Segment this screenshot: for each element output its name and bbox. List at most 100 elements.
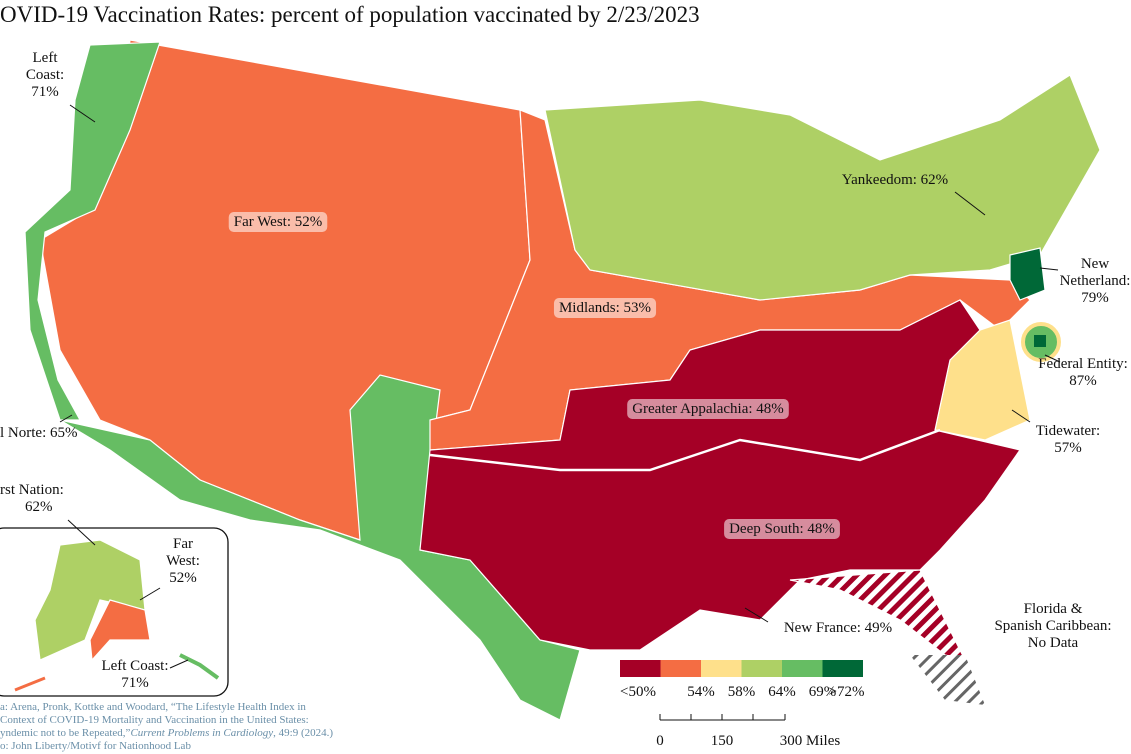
label-box xyxy=(724,519,840,539)
region-label: rst Nation: 62% xyxy=(0,482,64,515)
scale-label: 150 xyxy=(711,733,734,749)
title: OVID-19 Vaccination Rates: percent of po… xyxy=(0,2,700,27)
label-line: Left Coast: xyxy=(101,658,168,674)
region-label: Greater Appalachia: 48% xyxy=(627,399,789,419)
leader-line xyxy=(67,519,96,546)
label-line: Deep South: 48% xyxy=(729,521,835,537)
source-segment: o: John Liberty/Motivf for Nationhood La… xyxy=(0,740,191,752)
label-line: Florida & xyxy=(1024,601,1083,617)
federal-entity-square xyxy=(1034,335,1046,347)
label-text: l Norte: 65% xyxy=(0,425,77,441)
label-text: rst Nation: 62% xyxy=(0,482,64,515)
region-label: New Netherland: 79% xyxy=(1060,256,1131,306)
legend-swatch xyxy=(701,660,742,677)
labels: Left Coast: 71%Far West: 52%Yankeedom: 62%… xyxy=(0,50,1130,691)
source-line: Context of COVID-19 Mortality and Vaccin… xyxy=(0,714,309,726)
source-segment: a: Arena, Pronk, Kottke and Woodard, “Th… xyxy=(0,701,306,713)
region-label: Left Coast: 71% xyxy=(26,50,64,100)
label-line: Left xyxy=(33,50,59,66)
label-line: Coast: xyxy=(26,67,64,83)
leader-line xyxy=(59,414,73,423)
label-line: 71% xyxy=(121,675,149,691)
legend-label: 58% xyxy=(728,684,756,700)
leader-line xyxy=(1044,354,1061,363)
leader-line xyxy=(69,104,96,123)
region-label: l Norte: 65% xyxy=(0,425,77,441)
legend-swatch xyxy=(620,660,661,677)
label-line: Yankeedom: 62% xyxy=(842,172,948,188)
florida-region xyxy=(789,569,967,661)
label-line: Tidewater: xyxy=(1036,423,1100,439)
label-text: Left Coast: 71% xyxy=(101,658,168,691)
label-text: Deep South: 48% xyxy=(729,521,835,537)
leader-line xyxy=(1039,267,1059,271)
scale-label: 300 Miles xyxy=(780,733,841,749)
label-line: Netherland: xyxy=(1060,273,1131,289)
yankeedom-region xyxy=(544,74,1101,301)
label-line: 52% xyxy=(169,570,197,586)
region-label: Deep South: 48% xyxy=(724,519,840,539)
legend: <50% 54% 58% 64% 69%>72% xyxy=(620,660,864,700)
label-text: Greater Appalachia: 48% xyxy=(632,401,784,417)
label-line: Federal Entity: xyxy=(1038,356,1128,372)
label-box xyxy=(228,212,328,232)
label-line: Spanish Caribbean: xyxy=(994,618,1111,634)
hawaii xyxy=(179,653,220,680)
label-line: l Norte: 65% xyxy=(0,425,77,441)
source-line: a: Arena, Pronk, Kottke and Woodard, “Th… xyxy=(0,701,306,713)
scale-bar: 0 150 300 Miles xyxy=(656,714,840,749)
region-label: New France: 49% xyxy=(784,620,892,636)
label-line: New xyxy=(1081,256,1109,272)
new-netherland-region xyxy=(1009,247,1046,301)
label-text: New France: 49% xyxy=(784,620,892,636)
legend-label: <50% xyxy=(620,684,656,700)
label-line: 79% xyxy=(1081,290,1109,306)
region-label: Far West: 52% xyxy=(166,536,200,586)
label-line: Midlands: 53% xyxy=(559,300,651,316)
legend-label: >72% xyxy=(829,684,865,700)
region-label: Left Coast: 71% xyxy=(101,658,168,691)
source-segment: Current Problems in Cardiology xyxy=(130,727,273,739)
label-line: rst Nation: xyxy=(0,482,64,498)
legend-swatch xyxy=(660,660,701,677)
source: a: Arena, Pronk, Kottke and Woodard, “Th… xyxy=(0,701,333,752)
scale-label: 0 xyxy=(656,733,664,749)
source-segment: yndemic not to be Repeated,” xyxy=(0,727,131,739)
legend-label: 64% xyxy=(768,684,796,700)
leader-line xyxy=(954,191,986,216)
leader-line xyxy=(139,587,161,601)
label-text: Far West: 52% xyxy=(166,536,200,586)
label-text: Tidewater: 57% xyxy=(1036,423,1100,456)
label-line: 57% xyxy=(1054,440,1082,456)
source-segment: , 49:9 (2024.) xyxy=(273,727,333,739)
legend-label: 69% xyxy=(809,684,837,700)
regions xyxy=(0,39,1101,721)
label-line: Far West: 52% xyxy=(234,214,323,230)
region-label: Tidewater: 57% xyxy=(1036,423,1100,456)
region-label: Far West: 52% xyxy=(228,212,328,232)
label-text: New Netherland: 79% xyxy=(1060,256,1131,306)
label-line: West: xyxy=(166,553,200,569)
label-text: Far West: 52% xyxy=(234,214,323,230)
region-label: Midlands: 53% xyxy=(553,298,657,318)
source-line: o: John Liberty/Motivf for Nationhood La… xyxy=(0,740,191,752)
label-line: Far xyxy=(173,536,193,552)
leader-line xyxy=(1011,409,1031,423)
region-label: Federal Entity: 87% xyxy=(1038,356,1128,389)
legend-swatch xyxy=(782,660,823,677)
greater-appalachia-region xyxy=(419,299,1021,651)
label-line: 62% xyxy=(25,499,53,515)
label-text: Midlands: 53% xyxy=(559,300,651,316)
source-line: yndemic not to be Repeated,”Current Prob… xyxy=(0,727,333,739)
caribbean-region xyxy=(910,655,985,705)
aleutians xyxy=(14,676,46,692)
region-label: Florida & Spanish Caribbean: No Data xyxy=(994,601,1111,651)
alaska-far-west-region xyxy=(89,599,151,662)
label-box xyxy=(553,298,657,318)
leader-line xyxy=(744,607,769,623)
label-text: Left Coast: 71% xyxy=(26,50,64,100)
first-nation-region xyxy=(34,539,146,661)
label-box xyxy=(627,399,789,419)
deep-south-border xyxy=(429,428,941,472)
